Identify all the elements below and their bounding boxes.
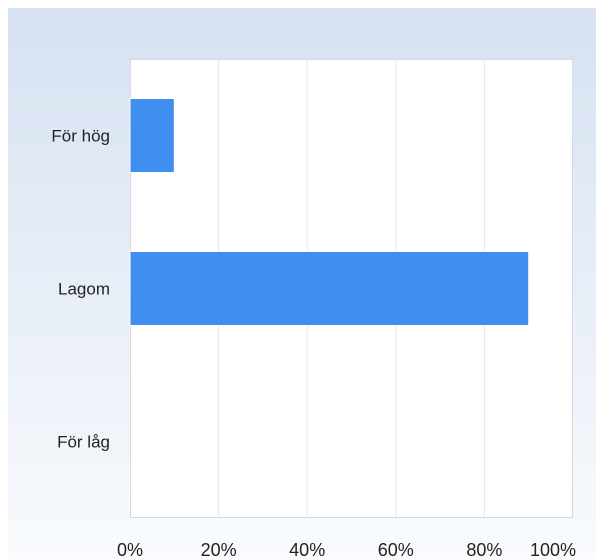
category-label-1: Lagom — [58, 280, 110, 299]
x-tick-label-0: 0% — [117, 540, 143, 560]
x-tick-label-40: 40% — [289, 540, 325, 560]
x-tick-label-20: 20% — [201, 540, 237, 560]
category-label-0: För hög — [51, 127, 110, 146]
x-tick-label-80: 80% — [466, 540, 502, 560]
bar-1 — [129, 251, 530, 326]
x-tick-label-60: 60% — [378, 540, 414, 560]
category-label-2: För låg — [57, 433, 110, 452]
x-tick-label-100: 100% — [530, 540, 576, 560]
bar-0 — [129, 98, 175, 173]
